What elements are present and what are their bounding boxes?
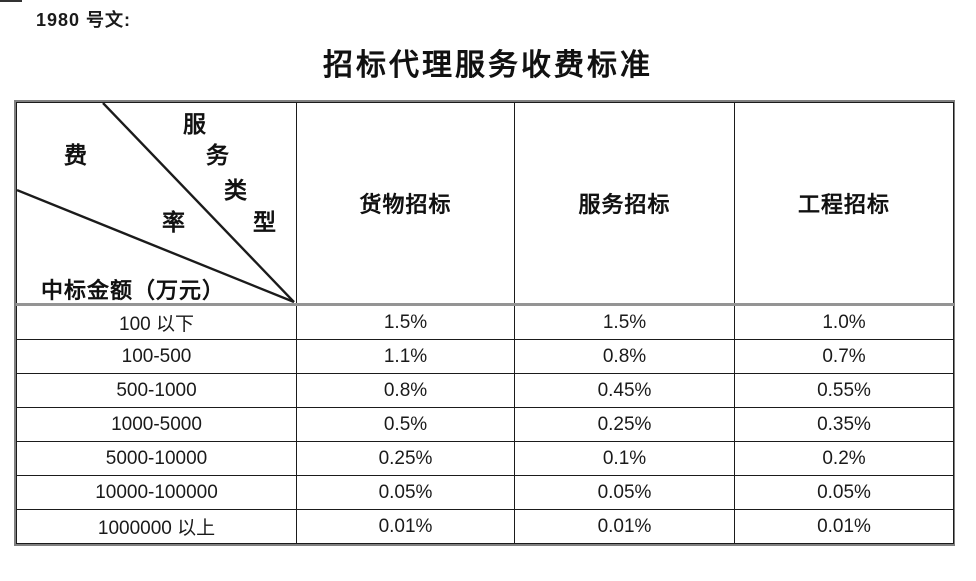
- column-header-service-bidding: 服务招标: [514, 102, 735, 306]
- rate-cell: 0.1%: [514, 441, 735, 476]
- rate-cell: 0.25%: [296, 441, 515, 476]
- rate-cell: 0.2%: [734, 441, 954, 476]
- rate-cell: 1.5%: [514, 304, 735, 340]
- amount-range-cell: 10000-100000: [16, 475, 297, 510]
- corner-col-axis-char: 类: [224, 178, 248, 203]
- amount-range-cell: 500-1000: [16, 373, 297, 408]
- column-header-works-bidding: 工程招标: [734, 102, 954, 306]
- rate-cell: 1.0%: [734, 304, 954, 340]
- table-row: 500-1000 0.8% 0.45% 0.55%: [16, 373, 954, 408]
- table-row: 1000-5000 0.5% 0.25% 0.35%: [16, 407, 954, 442]
- amount-range-cell: 5000-10000: [16, 441, 297, 476]
- rate-cell: 0.25%: [514, 407, 735, 442]
- rate-cell: 0.01%: [514, 509, 735, 544]
- document-number-label: 1980 号文:: [36, 10, 132, 30]
- fee-table-container: 服 务 类 型 费 率 中标金额（万元） 货物招标 服务招标 工程招标 100 …: [14, 100, 955, 546]
- amount-range-cell: 1000000 以上: [16, 509, 297, 544]
- rate-cell: 0.55%: [734, 373, 954, 408]
- corner-col-axis-char: 型: [253, 210, 277, 235]
- rate-cell: 0.01%: [296, 509, 515, 544]
- table-row: 100 以下 1.5% 1.5% 1.0%: [16, 304, 954, 340]
- column-header-goods-bidding: 货物招标: [296, 102, 515, 306]
- rate-cell: 0.05%: [734, 475, 954, 510]
- rate-cell: 0.05%: [514, 475, 735, 510]
- diagonal-split-lines-icon: [17, 103, 295, 303]
- corner-row-axis-label: 中标金额（万元）: [41, 278, 226, 303]
- rate-cell: 0.5%: [296, 407, 515, 442]
- rate-cell: 0.35%: [734, 407, 954, 442]
- amount-range-cell: 100-500: [16, 339, 297, 374]
- page-corner-artifact: [0, 0, 22, 2]
- fee-standard-table: 服 务 类 型 费 率 中标金额（万元） 货物招标 服务招标 工程招标 100 …: [16, 102, 954, 544]
- table-row: 5000-10000 0.25% 0.1% 0.2%: [16, 441, 954, 476]
- rate-cell: 1.5%: [296, 304, 515, 340]
- corner-rate-axis-char: 率: [162, 210, 186, 235]
- corner-col-axis-char: 务: [206, 143, 230, 168]
- rate-cell: 0.05%: [296, 475, 515, 510]
- diagonal-header-cell: 服 务 类 型 费 率 中标金额（万元）: [16, 102, 297, 306]
- page-title: 招标代理服务收费标准: [323, 49, 653, 82]
- amount-range-cell: 1000-5000: [16, 407, 297, 442]
- table-header-row: 服 务 类 型 费 率 中标金额（万元） 货物招标 服务招标 工程招标: [16, 102, 954, 306]
- rate-cell: 0.01%: [734, 509, 954, 544]
- rate-cell: 0.8%: [296, 373, 515, 408]
- table-row: 100-500 1.1% 0.8% 0.7%: [16, 339, 954, 374]
- table-row: 1000000 以上 0.01% 0.01% 0.01%: [16, 509, 954, 544]
- table-row: 10000-100000 0.05% 0.05% 0.05%: [16, 475, 954, 510]
- rate-cell: 0.45%: [514, 373, 735, 408]
- corner-col-axis-char: 服: [183, 112, 207, 137]
- rate-cell: 0.8%: [514, 339, 735, 374]
- corner-rate-axis-char: 费: [64, 143, 88, 168]
- rate-cell: 0.7%: [734, 339, 954, 374]
- amount-range-cell: 100 以下: [16, 304, 297, 340]
- rate-cell: 1.1%: [296, 339, 515, 374]
